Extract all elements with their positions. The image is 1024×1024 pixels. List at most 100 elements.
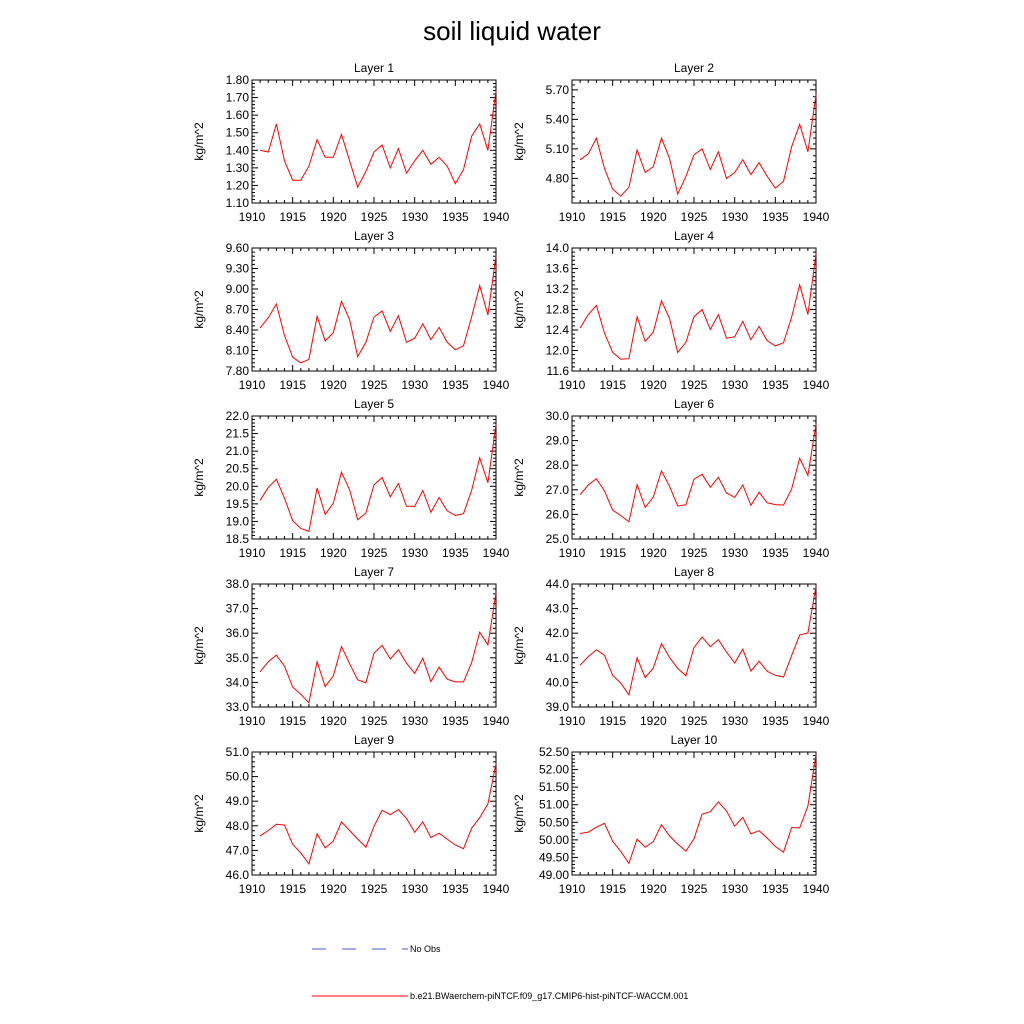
y-tick-label: 44.0 bbox=[546, 577, 570, 591]
x-tick-label: 1925 bbox=[681, 714, 708, 728]
x-tick-label: 1920 bbox=[320, 210, 347, 224]
x-tick-label: 1920 bbox=[640, 378, 667, 392]
y-tick-label: 8.10 bbox=[226, 344, 250, 358]
x-tick-label: 1935 bbox=[442, 882, 469, 896]
panel-title: Layer 1 bbox=[354, 61, 394, 75]
y-tick-label: 9.30 bbox=[226, 262, 250, 276]
x-tick-label: 1915 bbox=[279, 714, 306, 728]
panel-layer-10: Layer 10 1910 1915 1920 1925 1930 1935 1940 49.0… bbox=[512, 733, 830, 896]
y-tick-label: 19.5 bbox=[226, 497, 250, 511]
y-tick-label: 46.0 bbox=[226, 868, 250, 882]
series-line bbox=[579, 424, 817, 523]
x-tick-label: 1940 bbox=[483, 210, 510, 224]
y-tick-label: 11.6 bbox=[547, 364, 570, 378]
y-tick-label: 8.40 bbox=[226, 323, 250, 337]
x-tick-label: 1935 bbox=[762, 714, 789, 728]
x-tick-label: 1935 bbox=[442, 546, 469, 560]
y-tick-label: 20.0 bbox=[226, 479, 250, 493]
y-tick-label: 29.0 bbox=[546, 434, 570, 448]
y-axis-label: kg/m^2 bbox=[512, 458, 526, 497]
y-tick-label: 18.5 bbox=[226, 532, 250, 546]
x-tick-label: 1930 bbox=[401, 378, 428, 392]
y-tick-label: 52.50 bbox=[539, 745, 569, 759]
y-tick-label: 13.6 bbox=[546, 262, 570, 276]
y-tick-label: 39.0 bbox=[546, 700, 570, 714]
x-tick-label: 1910 bbox=[559, 882, 586, 896]
x-tick-label: 1935 bbox=[762, 378, 789, 392]
x-tick-label: 1930 bbox=[721, 714, 748, 728]
y-tick-label: 33.0 bbox=[226, 700, 250, 714]
panel-layer-9: Layer 9 1910 1915 1920 1925 1930 1935 1940 46.0 4… bbox=[192, 733, 510, 896]
panel-layer-4: Layer 4 1910 1915 1920 1925 1930 1935 1940 11.6 1… bbox=[512, 229, 830, 392]
x-tick-label: 1930 bbox=[401, 882, 428, 896]
y-tick-label: 19.0 bbox=[226, 514, 250, 528]
plot-frame bbox=[571, 247, 817, 372]
x-tick-label: 1910 bbox=[239, 210, 266, 224]
x-tick-label: 1915 bbox=[599, 546, 626, 560]
y-tick-label: 22.0 bbox=[226, 409, 250, 423]
panel-title: Layer 8 bbox=[674, 565, 714, 579]
series-line bbox=[579, 94, 817, 197]
x-tick-label: 1910 bbox=[239, 378, 266, 392]
panel-title: Layer 7 bbox=[354, 565, 394, 579]
y-tick-label: 28.0 bbox=[546, 458, 570, 472]
y-tick-label: 1.10 bbox=[226, 196, 250, 210]
x-tick-label: 1920 bbox=[640, 882, 667, 896]
y-tick-label: 8.70 bbox=[226, 303, 250, 317]
y-axis-label: kg/m^2 bbox=[192, 626, 206, 665]
y-tick-label: 1.20 bbox=[226, 178, 250, 192]
x-tick-label: 1940 bbox=[483, 882, 510, 896]
x-tick-label: 1935 bbox=[442, 378, 469, 392]
panel-layer-2: Layer 2 1910 1915 1920 1925 1930 1935 1940 4.80 5… bbox=[512, 61, 830, 224]
series-line bbox=[579, 586, 817, 697]
plot-frame bbox=[251, 415, 497, 540]
panel-title: Layer 5 bbox=[354, 397, 394, 411]
x-tick-label: 1920 bbox=[320, 546, 347, 560]
series-line bbox=[580, 754, 817, 865]
panel-layer-8: Layer 8 1910 1915 1920 1925 1930 1935 1940 39.0 4… bbox=[512, 565, 830, 728]
plot-frame bbox=[251, 751, 497, 876]
x-tick-label: 1915 bbox=[279, 546, 306, 560]
x-tick-label: 1940 bbox=[483, 378, 510, 392]
y-tick-label: 1.30 bbox=[226, 161, 250, 175]
y-tick-label: 5.70 bbox=[546, 83, 570, 97]
y-tick-label: 51.50 bbox=[539, 780, 569, 794]
y-tick-label: 41.0 bbox=[546, 651, 570, 665]
x-tick-label: 1940 bbox=[803, 882, 830, 896]
series-line bbox=[259, 592, 497, 704]
y-tick-label: 25.0 bbox=[546, 532, 570, 546]
x-tick-label: 1920 bbox=[640, 714, 667, 728]
y-tick-label: 30.0 bbox=[546, 409, 570, 423]
x-tick-label: 1940 bbox=[803, 546, 830, 560]
x-tick-label: 1925 bbox=[681, 882, 708, 896]
y-tick-label: 12.8 bbox=[546, 303, 570, 317]
x-tick-label: 1925 bbox=[361, 378, 388, 392]
plot-frame bbox=[251, 583, 497, 708]
y-axis-label: kg/m^2 bbox=[192, 290, 206, 329]
x-tick-label: 1915 bbox=[279, 378, 306, 392]
y-tick-label: 43.0 bbox=[546, 602, 570, 616]
x-tick-label: 1915 bbox=[279, 210, 306, 224]
x-tick-label: 1940 bbox=[803, 378, 830, 392]
y-tick-label: 26.0 bbox=[546, 507, 570, 521]
x-tick-label: 1925 bbox=[681, 210, 708, 224]
x-tick-label: 1940 bbox=[483, 546, 510, 560]
x-tick-label: 1920 bbox=[640, 210, 667, 224]
x-tick-label: 1910 bbox=[559, 714, 586, 728]
panel-title: Layer 2 bbox=[674, 61, 714, 75]
x-tick-label: 1915 bbox=[599, 714, 626, 728]
x-tick-label: 1935 bbox=[442, 714, 469, 728]
y-tick-label: 49.0 bbox=[226, 794, 250, 808]
x-tick-label: 1925 bbox=[681, 378, 708, 392]
x-tick-label: 1925 bbox=[361, 210, 388, 224]
y-tick-label: 1.50 bbox=[226, 126, 250, 140]
x-tick-label: 1915 bbox=[599, 378, 626, 392]
y-axis-label: kg/m^2 bbox=[192, 794, 206, 833]
y-axis-label: kg/m^2 bbox=[512, 626, 526, 665]
x-tick-label: 1910 bbox=[559, 378, 586, 392]
y-tick-label: 40.0 bbox=[546, 675, 570, 689]
x-tick-label: 1920 bbox=[320, 882, 347, 896]
series-line bbox=[259, 255, 497, 364]
x-tick-label: 1910 bbox=[559, 546, 586, 560]
x-tick-label: 1910 bbox=[559, 210, 586, 224]
